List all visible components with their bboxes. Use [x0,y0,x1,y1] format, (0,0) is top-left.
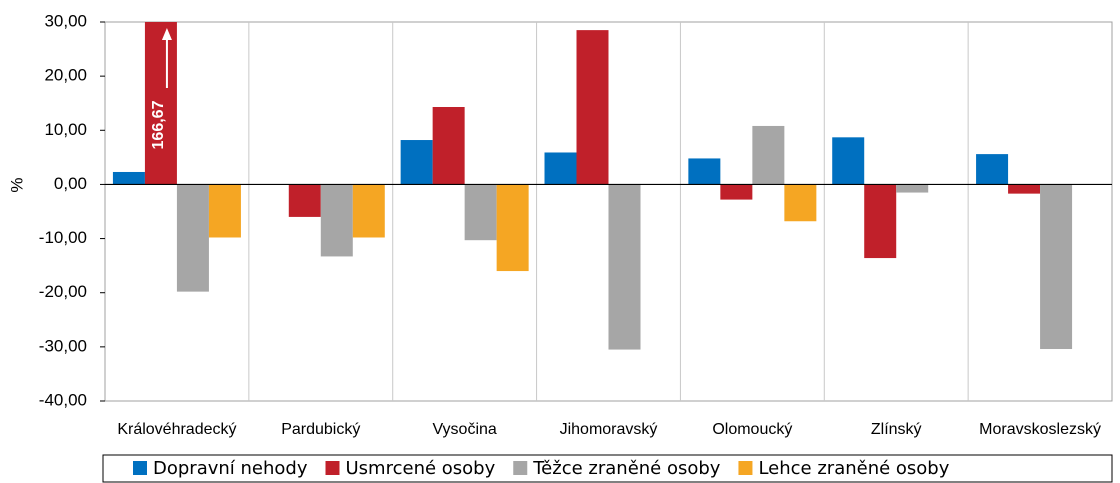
bar [352,184,385,238]
bar [688,158,721,185]
x-tick-label: Jihomoravský [560,421,658,438]
bar [112,171,145,185]
y-tick-label: -10,00 [39,228,87,247]
legend-label: Dopravní nehody [153,458,308,479]
x-tick-label: Moravskoslezský [979,421,1101,438]
legend-swatch [738,461,753,475]
y-tick-label: -30,00 [39,336,87,355]
bar [288,184,321,217]
bar [432,107,465,185]
legend-label: Těžce zraněné osoby [532,458,721,479]
value-label: 166,67 [150,100,167,149]
bars [112,22,1073,350]
bar [976,154,1009,185]
x-tick-label: Vysočina [432,421,496,438]
bar [208,184,241,238]
bar [320,184,353,257]
bar [176,184,209,292]
bar [400,140,433,185]
x-tick-label: Olomoucký [712,421,792,438]
y-tick-label: 10,00 [44,120,87,139]
y-tick-label: 0,00 [54,174,87,193]
bar [864,184,897,259]
bar [1040,184,1073,350]
x-tick-label: Královéhradecký [117,421,236,438]
legend-box [102,454,1113,483]
bar [896,184,929,193]
y-axis-label: % [7,177,26,192]
y-tick-label: 20,00 [44,66,87,85]
legend-swatch [325,461,340,475]
plot-area [104,21,1113,402]
bar [144,22,177,185]
bar [464,184,497,241]
bar [1008,184,1041,194]
legend-swatch [513,461,528,475]
bar [720,184,753,200]
bar [544,152,577,185]
x-tick-label: Pardubický [281,421,360,438]
bar [576,30,609,185]
y-tick-label: 30,00 [44,11,87,30]
bar [752,125,785,185]
y-tick-label: -40,00 [39,390,87,409]
x-tick-label: Zlínský [871,421,922,438]
bar [832,137,865,185]
legend-label: Usmrcené osoby [346,458,496,479]
y-tick-label: -20,00 [39,282,87,301]
bar [608,184,641,350]
arrow-head [161,28,172,40]
legend-swatch [133,461,147,475]
bar [784,184,817,222]
legend-label: Lehce zraněné osoby [758,458,949,479]
bar [496,184,529,272]
